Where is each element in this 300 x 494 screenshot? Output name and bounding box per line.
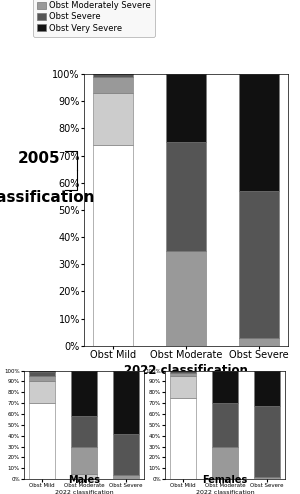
Bar (166, 251, 206, 346)
X-axis label: 2022 classification: 2022 classification (55, 490, 113, 494)
Bar (29, 370, 55, 371)
Bar (29, 376, 55, 381)
Bar (113, 370, 139, 434)
Bar (29, 381, 55, 403)
Bar (93, 74, 133, 77)
Bar (239, 191, 279, 338)
Bar (170, 372, 196, 376)
Bar (71, 370, 97, 416)
X-axis label: 2022 classification: 2022 classification (196, 490, 254, 494)
X-axis label: 2022 classification: 2022 classification (124, 364, 248, 377)
Bar (166, 142, 206, 251)
Bar (239, 74, 279, 191)
Bar (170, 398, 196, 479)
Bar (170, 370, 196, 372)
Bar (212, 403, 238, 447)
Bar (254, 370, 280, 407)
Bar (212, 370, 238, 403)
Bar (93, 145, 133, 346)
Bar (166, 74, 206, 142)
Bar (113, 434, 139, 475)
Bar (71, 416, 97, 447)
Text: Males: Males (68, 475, 100, 485)
Bar (170, 376, 196, 398)
Bar (71, 447, 97, 474)
Bar (113, 475, 139, 479)
Text: classification: classification (0, 190, 95, 205)
Bar (29, 403, 55, 479)
Bar (93, 93, 133, 145)
Bar (239, 338, 279, 346)
Text: 2005: 2005 (18, 151, 60, 165)
Bar (212, 447, 238, 479)
Bar (71, 474, 97, 479)
Bar (254, 407, 280, 477)
Text: Females: Females (202, 475, 247, 485)
Bar (29, 371, 55, 376)
Bar (93, 77, 133, 93)
Legend: Obst Mild, Obst Moderate, Obst Moderately Severe, Obst Severe, Obst Very Severe: Obst Mild, Obst Moderate, Obst Moderatel… (33, 0, 155, 37)
Bar (254, 477, 280, 479)
